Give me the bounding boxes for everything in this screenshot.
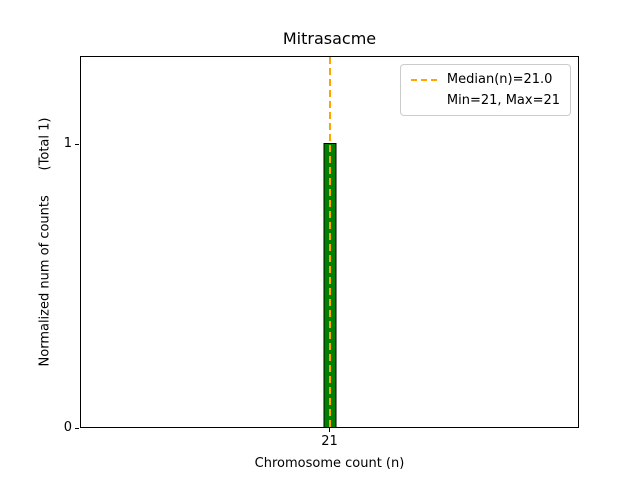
y-tick-mark-0 — [75, 427, 79, 429]
legend-swatch-empty — [411, 100, 438, 102]
y-tick-label-0: 0 — [63, 420, 72, 435]
legend: Median(n)=21.0 Min=21, Max=21 — [399, 64, 571, 116]
y-axis-label: Normalized num of counts (Total 1) — [37, 117, 53, 367]
legend-row-median: Median(n)=21.0 — [410, 72, 560, 87]
x-tick-mark — [329, 428, 330, 432]
legend-label-median: Median(n)=21.0 — [446, 72, 553, 87]
x-tick-label: 21 — [321, 434, 338, 449]
median-dashed-line-swatch — [410, 78, 438, 81]
legend-label-minmax: Min=21, Max=21 — [446, 93, 560, 108]
y-tick-label-1: 1 — [63, 136, 72, 152]
y-tick-mark-1 — [75, 143, 79, 145]
legend-row-minmax: Min=21, Max=21 — [411, 93, 560, 108]
chart-title: Mitrasacme — [282, 29, 377, 48]
median-line — [328, 57, 331, 427]
x-axis-label: Chromosome count (n) — [254, 456, 405, 471]
plot-area: Median(n)=21.0 Min=21, Max=21 — [80, 56, 579, 428]
